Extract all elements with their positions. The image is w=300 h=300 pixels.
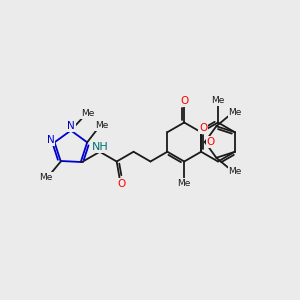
Text: O: O xyxy=(118,179,126,189)
Text: O: O xyxy=(199,123,207,133)
Text: Me: Me xyxy=(81,109,94,118)
Text: Me: Me xyxy=(39,173,53,182)
Text: O: O xyxy=(180,96,188,106)
Text: NH: NH xyxy=(92,142,108,152)
Text: O: O xyxy=(207,137,215,147)
Text: Me: Me xyxy=(228,167,242,176)
Text: N: N xyxy=(47,135,54,145)
Text: Me: Me xyxy=(228,108,242,117)
Text: Me: Me xyxy=(95,121,109,130)
Text: Me: Me xyxy=(178,178,191,188)
Text: Me: Me xyxy=(211,96,225,105)
Text: N: N xyxy=(67,122,75,131)
